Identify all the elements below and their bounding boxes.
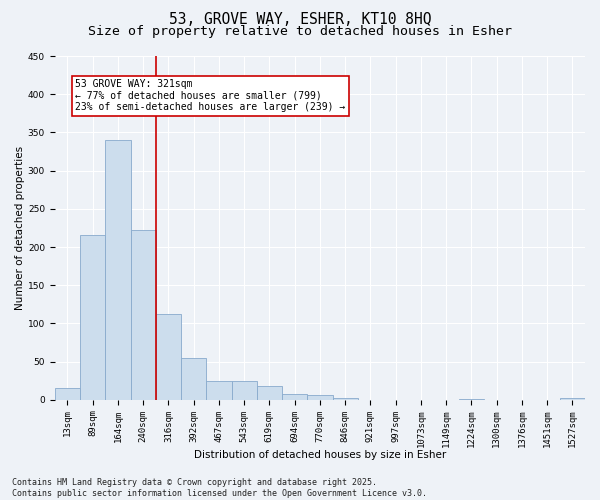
Text: 53, GROVE WAY, ESHER, KT10 8HQ: 53, GROVE WAY, ESHER, KT10 8HQ: [169, 12, 431, 28]
Bar: [282, 394, 307, 400]
Bar: [560, 398, 585, 400]
Bar: [332, 398, 358, 400]
Bar: [206, 381, 232, 400]
Bar: [80, 235, 105, 400]
Bar: [55, 388, 80, 400]
Bar: [131, 230, 156, 400]
X-axis label: Distribution of detached houses by size in Esher: Distribution of detached houses by size …: [194, 450, 446, 460]
Text: 53 GROVE WAY: 321sqm
← 77% of detached houses are smaller (799)
23% of semi-deta: 53 GROVE WAY: 321sqm ← 77% of detached h…: [75, 79, 345, 112]
Bar: [156, 314, 181, 400]
Bar: [307, 396, 332, 400]
Bar: [232, 381, 257, 400]
Bar: [105, 140, 131, 400]
Bar: [257, 386, 282, 400]
Bar: [459, 399, 484, 400]
Bar: [181, 358, 206, 400]
Y-axis label: Number of detached properties: Number of detached properties: [15, 146, 25, 310]
Text: Size of property relative to detached houses in Esher: Size of property relative to detached ho…: [88, 25, 512, 38]
Text: Contains HM Land Registry data © Crown copyright and database right 2025.
Contai: Contains HM Land Registry data © Crown c…: [12, 478, 427, 498]
